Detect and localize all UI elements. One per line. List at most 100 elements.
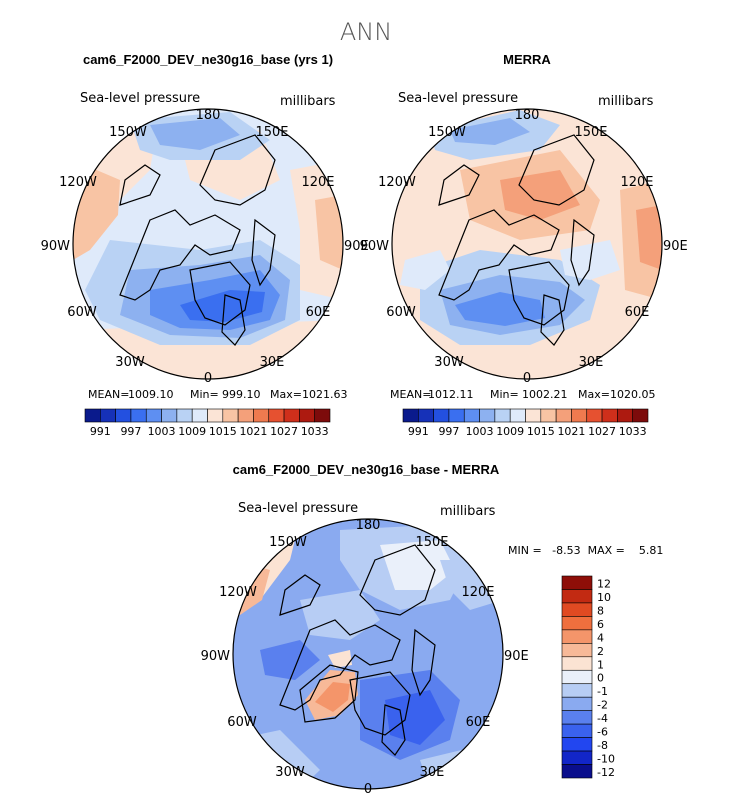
panel-model-colorbar: 991 997 1003 1009 1015 1021 1027 1033 <box>84 408 331 438</box>
panel-diff: cam6_F2000_DEV_ne30g16_base - MERRA Sea-… <box>201 462 664 797</box>
colorbar-tick-label: -1 <box>597 685 608 698</box>
colorbar-swatch <box>525 408 542 423</box>
colorbar-swatch <box>283 408 300 423</box>
colorbar-swatch <box>561 696 593 711</box>
colorbar-swatch <box>84 408 101 423</box>
colorbar-tick-label: 1015 <box>209 425 237 438</box>
panel-model-title: cam6_F2000_DEV_ne30g16_base (yrs 1) <box>83 52 333 67</box>
stat-min-value: 999.10 <box>222 388 261 401</box>
stat-min-label: Min= <box>490 388 519 401</box>
lon-label: 0 <box>204 371 212 386</box>
colorbar-tick-label: -6 <box>597 726 608 739</box>
colorbar-swatch <box>555 408 572 423</box>
panel-diff-minmax: MIN = -8.53 MAX = 5.81 <box>508 544 663 557</box>
colorbar-tick-label: 997 <box>120 425 141 438</box>
colorbar-swatch <box>571 408 588 423</box>
colorbar-swatch <box>237 408 254 423</box>
colorbar-tick-label: 1027 <box>270 425 298 438</box>
lon-label: 60E <box>306 305 331 320</box>
colorbar-swatch <box>176 408 193 423</box>
lon-label: 150W <box>109 125 147 140</box>
lon-label: 30W <box>115 355 145 370</box>
colorbar-swatch <box>561 656 593 671</box>
colorbar-tick-label: 10 <box>597 591 611 604</box>
colorbar-swatch <box>191 408 208 423</box>
panel-obs-lon-labels: 180 150E 120E 90E 60E 30E 0 30W 60W 90W … <box>360 108 688 386</box>
stat-mean-value: 1012.11 <box>428 388 474 401</box>
colorbar-tick-label: -2 <box>597 699 608 712</box>
lon-label: 90W <box>360 239 390 254</box>
colorbar-swatch <box>418 408 434 423</box>
panel-model-lon-labels: 180 150E 120E 90E 60E 30E 0 30W 60W 90W … <box>41 108 369 386</box>
colorbar-swatch <box>561 616 593 631</box>
lon-label: 60W <box>227 715 257 730</box>
colorbar-swatch <box>561 764 593 779</box>
colorbar-swatch <box>561 643 593 658</box>
lon-label: 0 <box>364 782 372 797</box>
colorbar-tick-label: 1015 <box>527 425 555 438</box>
lon-label: 90E <box>663 239 688 254</box>
lon-label: 30W <box>434 355 464 370</box>
stat-mean-label: MEAN= <box>88 388 129 401</box>
colorbar-swatch <box>130 408 147 423</box>
colorbar-swatch <box>145 408 162 423</box>
lon-label: 150W <box>428 125 466 140</box>
lon-label: 120W <box>219 585 257 600</box>
colorbar-tick-label: 1021 <box>239 425 267 438</box>
lon-label: 150E <box>255 125 288 140</box>
colorbar-swatch <box>561 602 593 617</box>
lon-label: 60E <box>466 715 491 730</box>
lon-label: 30E <box>260 355 285 370</box>
panel-diff-variable-label: Sea-level pressure <box>238 501 358 516</box>
colorbar-tick-label: 4 <box>597 631 604 644</box>
colorbar-swatch <box>540 408 557 423</box>
lon-label: 180 <box>196 108 221 123</box>
lon-label: 60W <box>386 305 416 320</box>
lon-label: 180 <box>356 518 381 533</box>
colorbar-swatch <box>561 710 593 725</box>
colorbar-swatch <box>561 575 593 590</box>
stat-max-label: Max= <box>270 388 302 401</box>
stat-min-value: 1002.21 <box>522 388 568 401</box>
colorbar-tick-label: 997 <box>438 425 459 438</box>
colorbar-tick-label: -12 <box>597 766 615 779</box>
lon-label: 30E <box>579 355 604 370</box>
colorbar-tick-label: 1 <box>597 658 604 671</box>
lon-label: 120E <box>620 175 653 190</box>
panel-model-coastlines <box>119 134 276 346</box>
colorbar-tick-label: 991 <box>90 425 111 438</box>
lon-label: 90E <box>344 239 369 254</box>
colorbar-swatch <box>448 408 465 423</box>
lon-label: 120E <box>301 175 334 190</box>
colorbar-tick-label: 2 <box>597 645 604 658</box>
colorbar-swatch <box>601 408 618 423</box>
colorbar-tick-label: 991 <box>408 425 429 438</box>
page-title: ANN <box>340 18 392 46</box>
panel-obs-map <box>392 109 662 379</box>
colorbar-tick-label: 1027 <box>588 425 616 438</box>
panel-model-stats: MEAN= 1009.10 Min= 999.10 Max= 1021.63 <box>88 388 348 401</box>
colorbar-tick-label: 1003 <box>466 425 494 438</box>
colorbar-swatch <box>463 408 480 423</box>
lon-label: 120W <box>378 175 416 190</box>
panel-obs-coastlines <box>438 134 595 346</box>
stat-mean-label: MEAN= <box>390 388 431 401</box>
stat-max-value: 1021.63 <box>302 388 348 401</box>
colorbar-swatch <box>561 683 593 698</box>
colorbar-tick-label: -4 <box>597 712 608 725</box>
colorbar-tick-label: 0 <box>597 672 604 685</box>
panel-model: cam6_F2000_DEV_ne30g16_base (yrs 1) Sea-… <box>41 52 369 438</box>
panel-model-map <box>73 109 343 379</box>
lon-label: 30W <box>275 765 305 780</box>
colorbar-swatch <box>561 669 593 685</box>
colorbar-tick-label: -8 <box>597 739 608 752</box>
panel-diff-units-label: millibars <box>440 504 496 519</box>
lon-label: 150W <box>269 535 307 550</box>
model-high-atlantic-east <box>290 160 343 300</box>
colorbar-swatch <box>494 408 511 423</box>
colorbar-swatch <box>115 408 132 423</box>
stat-max-label: Max= <box>578 388 610 401</box>
lon-label: 60W <box>67 305 97 320</box>
lon-label: 30E <box>420 765 445 780</box>
